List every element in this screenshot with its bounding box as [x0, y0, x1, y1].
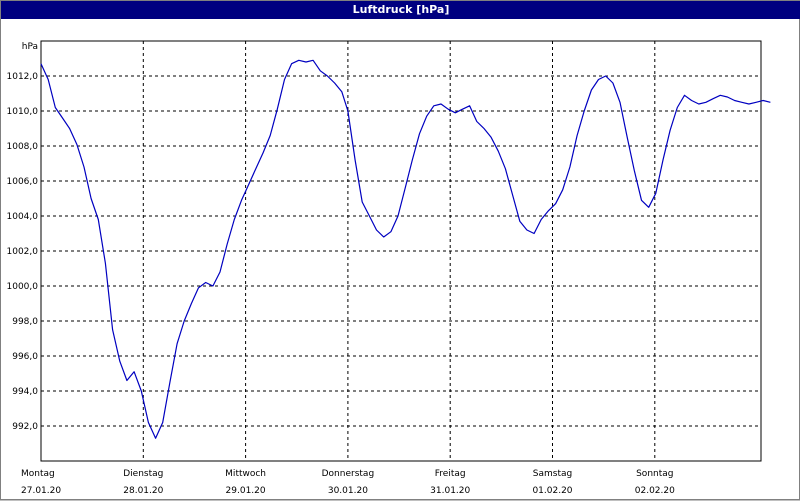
x-tick-day-label: Montag	[21, 469, 55, 479]
x-tick-date-label: 27.01.20	[21, 486, 61, 496]
x-tick-date-label: 29.01.20	[226, 486, 266, 496]
axis-labels: 992,0 994,0 996,0 998,0 1000,0 1002,0 1004,0 10…	[7, 42, 676, 496]
y-tick-label: 1000,0	[7, 282, 39, 292]
pressure-series-line	[40, 59, 771, 439]
grid	[41, 41, 761, 461]
y-tick-label: 996,0	[12, 352, 38, 362]
x-tick-date-label: 01.02.20	[532, 486, 572, 496]
y-tick-label: 994,0	[12, 387, 38, 397]
x-tick-day-label: Samstag	[533, 469, 572, 479]
y-tick-label: 1006,0	[7, 177, 39, 187]
x-tick-date-label: 28.01.20	[123, 486, 163, 496]
y-tick-label: 1012,0	[7, 72, 39, 82]
x-tick-date-label: 02.02.20	[635, 486, 675, 496]
y-tick-label: 1004,0	[7, 212, 39, 222]
x-tick-date-label: 30.01.20	[328, 486, 368, 496]
y-axis-label: hPa	[22, 42, 38, 52]
x-tick-day-label: Mittwoch	[225, 469, 266, 479]
series-layer	[40, 59, 771, 439]
y-tick-label: 992,0	[12, 422, 38, 432]
x-tick-day-label: Donnerstag	[322, 469, 375, 479]
x-tick-date-label: 31.01.20	[430, 486, 470, 496]
x-tick-day-label: Sonntag	[636, 469, 673, 479]
y-tick-label: 998,0	[12, 317, 38, 327]
y-tick-label: 1010,0	[7, 107, 39, 117]
x-tick-day-label: Dienstag	[123, 469, 163, 479]
chart-title: Luftdruck [hPa]	[1, 1, 800, 19]
y-tick-label: 1002,0	[7, 247, 39, 257]
x-tick-day-label: Freitag	[435, 469, 466, 479]
plot-area	[40, 40, 762, 462]
y-tick-label: 1008,0	[7, 142, 39, 152]
